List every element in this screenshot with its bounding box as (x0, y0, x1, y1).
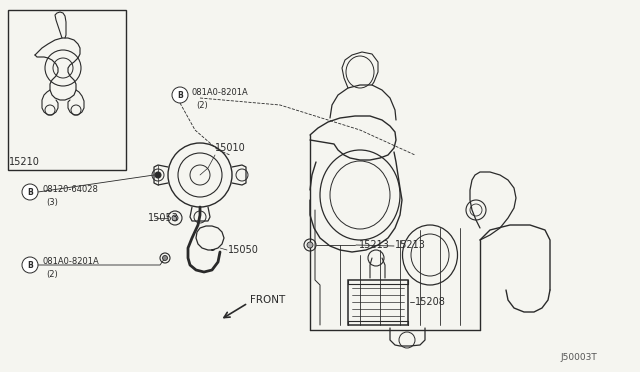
Text: 081A0-8201A: 081A0-8201A (42, 257, 99, 266)
Text: 15213: 15213 (359, 240, 390, 250)
Text: (2): (2) (46, 270, 58, 279)
Circle shape (172, 87, 188, 103)
Text: B: B (177, 90, 183, 99)
Text: 15050: 15050 (228, 245, 259, 255)
Circle shape (22, 257, 38, 273)
Bar (348, 280, 408, 325)
Text: 15213: 15213 (395, 240, 426, 250)
Circle shape (307, 242, 313, 248)
Text: B: B (27, 260, 33, 269)
Text: (3): (3) (46, 198, 58, 206)
Text: 081A0-8201A: 081A0-8201A (192, 87, 249, 96)
Text: J50003T: J50003T (560, 353, 596, 362)
Text: 15210: 15210 (9, 157, 40, 167)
Text: 15053: 15053 (148, 213, 179, 223)
Circle shape (172, 215, 178, 221)
Text: B: B (27, 187, 33, 196)
Text: 15208: 15208 (415, 297, 446, 307)
Text: 08120-64028: 08120-64028 (42, 185, 98, 193)
Circle shape (22, 184, 38, 200)
Text: (2): (2) (196, 100, 208, 109)
Bar (8, 10, 126, 170)
Circle shape (155, 172, 161, 178)
Text: 15010: 15010 (215, 143, 246, 153)
Text: FRONT: FRONT (250, 295, 285, 305)
Circle shape (163, 256, 168, 260)
